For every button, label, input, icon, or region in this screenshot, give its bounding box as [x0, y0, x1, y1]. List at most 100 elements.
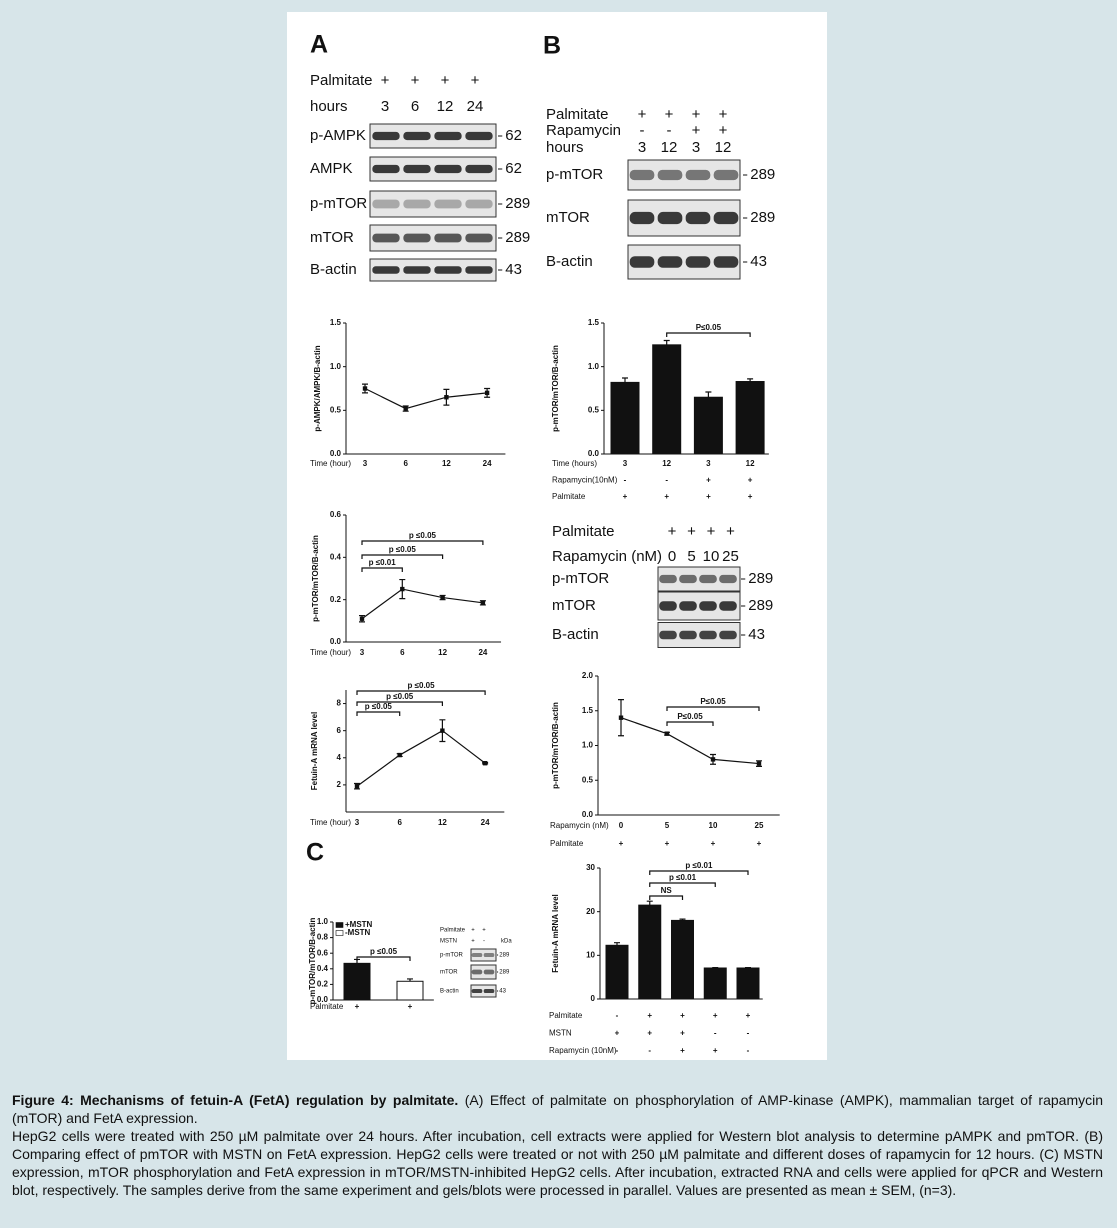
row-value: - [616, 1046, 619, 1055]
error-bar [484, 387, 491, 398]
caption: Figure 4: Mechanisms of fetuin-A (FetA) … [12, 1091, 1103, 1199]
significance-bracket [356, 956, 411, 961]
blot-header-label: Rapamycin [546, 122, 621, 139]
x-tick-label: 3 [363, 459, 368, 468]
y-axis-label: p-mTOR/mTOR/B-actin [551, 345, 560, 432]
kda-label: 43 [750, 253, 767, 270]
legend-label: -MSTN [345, 928, 371, 937]
y-tick-label: 0.0 [582, 810, 594, 819]
row-value: + [665, 839, 670, 848]
blot-header-value: + [471, 939, 475, 945]
y-tick-label: 1.0 [582, 741, 594, 750]
blot-band [657, 169, 683, 181]
blot-header-value: + [638, 106, 647, 123]
y-tick-label: 1.0 [317, 917, 329, 926]
error-bar [622, 377, 628, 383]
error-bar [646, 900, 653, 906]
blot-header-value: 12 [661, 139, 678, 156]
x-tick-label: + [355, 1002, 360, 1011]
y-tick-label: 0.6 [330, 510, 342, 519]
blot-header-value: 5 [687, 548, 695, 565]
significance-bracket [361, 567, 403, 572]
bar [652, 344, 682, 455]
y-tick-label: 0.2 [330, 595, 342, 604]
blot-row-label: p-AMPK [310, 127, 366, 144]
line [361, 588, 483, 620]
bar [396, 980, 424, 1001]
caption-line: Figure 4: Mechanisms of fetuin-A (FetA) … [12, 1091, 1103, 1127]
error-bar [402, 405, 409, 412]
significance-bracket [356, 690, 486, 695]
row-value: - [747, 1046, 750, 1055]
bar [736, 967, 760, 1000]
row-value: - [665, 476, 668, 485]
x-tick-label: 3 [623, 459, 628, 468]
kda-label: 289 [505, 195, 530, 212]
significance-bracket [666, 332, 751, 337]
blot-header-value: + [707, 523, 716, 540]
error-bar [664, 731, 670, 736]
blot-header-value: 3 [381, 98, 389, 115]
x-tick-label: - [616, 1011, 619, 1020]
row-label: Rapamycin(10nM) [552, 476, 618, 485]
blot-header-value: + [381, 72, 390, 89]
blot-header-value: + [719, 122, 728, 139]
blot-header-value: + [719, 106, 728, 123]
blot-band [679, 574, 697, 584]
y-tick-label: 10 [586, 950, 595, 959]
blot-header-value: + [668, 523, 677, 540]
significance-label: p ≤0.05 [370, 947, 398, 956]
blot-header-value: 3 [692, 139, 700, 156]
y-tick-label: 0.4 [317, 964, 329, 973]
x-tick-label: 12 [442, 459, 451, 468]
significance-bracket [666, 706, 760, 711]
blot-band [434, 199, 462, 209]
blot-header-value: + [692, 106, 701, 123]
kda-label: 289 [748, 570, 773, 587]
blot-band [657, 256, 683, 268]
y-tick-label: 0.0 [330, 449, 342, 458]
blot-band [719, 601, 737, 611]
error-bar [679, 918, 686, 921]
y-axis-label: p-mTOR/mTOR/B-actin [308, 917, 317, 1004]
error-bar [396, 753, 403, 758]
significance-label: p ≤0.05 [365, 702, 393, 711]
blot-band [434, 131, 462, 141]
row-label: Palmitate [550, 839, 584, 848]
blot-band [465, 131, 493, 141]
error-bar [439, 719, 446, 743]
blot-band [403, 131, 431, 141]
y-tick-label: 0.0 [317, 995, 329, 1004]
blot-row-label: B-actin [546, 253, 593, 270]
y-axis-label: p-mTOR/mTOR/B-actin [551, 702, 560, 789]
significance-bracket [649, 895, 684, 900]
bar [605, 944, 629, 1000]
blot-header-value: 10 [703, 548, 720, 565]
y-tick-label: 0.6 [317, 948, 329, 957]
significance-label: p ≤0.05 [386, 692, 414, 701]
blot-header-value: 25 [722, 548, 739, 565]
panel-letter: A [310, 31, 328, 59]
y-axis-label: Fetuin-A mRNA level [551, 894, 560, 973]
blot-band [434, 233, 462, 243]
blot-band [403, 199, 431, 209]
significance-label: p ≤0.01 [369, 558, 397, 567]
blot-band [685, 169, 711, 181]
line [356, 729, 486, 787]
line [620, 717, 760, 765]
y-tick-label: 0.5 [588, 405, 600, 414]
blot-header-value: - [640, 122, 645, 139]
error-bar [359, 614, 365, 623]
blot-header-value: 0 [668, 548, 676, 565]
x-tick-label: 24 [481, 818, 490, 827]
significance-bracket [649, 870, 749, 875]
x-tick-label: 25 [755, 821, 764, 830]
blot-header-label: Palmitate [546, 106, 609, 123]
kda-label: 289 [499, 970, 510, 976]
blot-header-label: Rapamycin (nM) [552, 548, 662, 565]
x-tick-label: + [713, 1011, 718, 1020]
y-tick-label: 0 [591, 994, 596, 1003]
blot-band [465, 266, 493, 274]
error-bar [756, 760, 762, 767]
